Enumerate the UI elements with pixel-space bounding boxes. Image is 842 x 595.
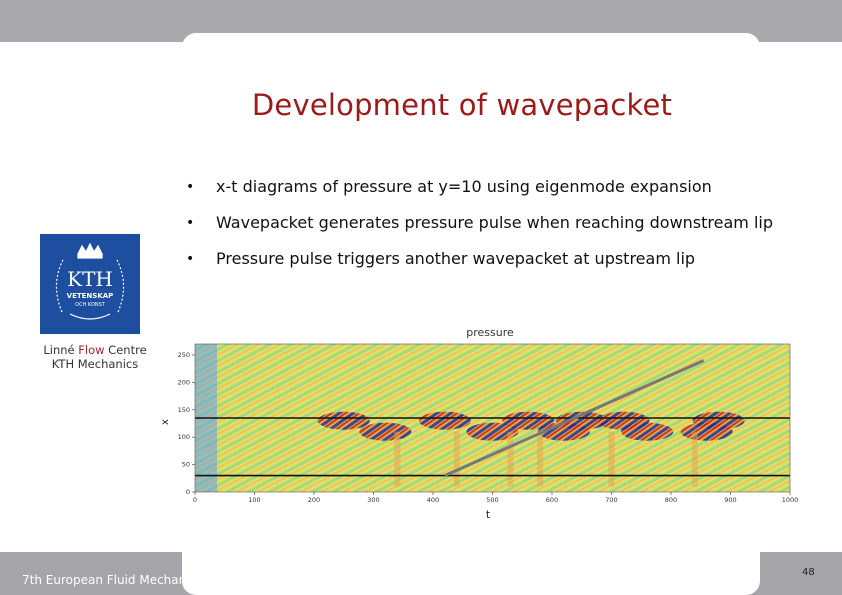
y-tick-label: 250: [178, 351, 190, 359]
x-tick-label: 800: [665, 496, 677, 504]
bullet-item: • Pressure pulse triggers another wavepac…: [186, 249, 696, 268]
bullet-dot-icon: •: [186, 179, 195, 195]
pressure-streak: [453, 431, 460, 487]
pressure-streak: [394, 431, 401, 487]
kth-crest-icon: KTH VETENSKAP OCH KONST: [40, 234, 140, 334]
content-panel: [182, 33, 760, 595]
footer-text: 7th European Fluid Mechanics Conference,…: [22, 573, 508, 587]
bullet-list: • x-t diagrams of pressure at y=10 using …: [186, 178, 816, 286]
y-tick-label: 0: [186, 488, 190, 496]
pressure-streak: [608, 431, 615, 487]
bullet-item: • Wavepacket generates pressure pulse whe…: [186, 213, 773, 232]
logo-subtext: OCH KONST: [75, 302, 106, 308]
logo-text: KTH: [67, 267, 113, 291]
x-tick-label: 1000: [782, 496, 799, 504]
pressure-plot: 0 100 200 300 400 500 600 700 800 900 1000 0 50 100 15…: [160, 322, 800, 522]
y-axis-label: x: [160, 419, 171, 425]
x-tick-label: 500: [486, 496, 498, 504]
bullet-dot-icon: •: [186, 251, 195, 267]
x-tick-label: 300: [367, 496, 379, 504]
wavepacket-blob: [317, 411, 370, 430]
x-tick-label: 200: [308, 496, 320, 504]
y-tick-label: 100: [178, 433, 190, 441]
x-tick-label: 900: [724, 496, 736, 504]
pulse-trajectory-line: [444, 359, 705, 477]
x-tick-label: 600: [546, 496, 558, 504]
wavepacket-blob: [502, 411, 555, 430]
slide-title: Development of wavepacket: [251, 88, 673, 122]
page-number: 48: [802, 567, 815, 578]
pressure-streak: [537, 431, 544, 487]
wavepacket-blob: [418, 411, 471, 430]
wavepacket-blob: [359, 422, 412, 441]
y-tick-label: 150: [178, 406, 190, 414]
pressure-streak: [691, 431, 698, 487]
bullet-dot-icon: •: [186, 215, 195, 231]
x-tick-label: 400: [427, 496, 439, 504]
flow-word: Flow: [78, 343, 105, 357]
x-tick-label: 0: [193, 496, 197, 504]
y-tick-label: 50: [182, 461, 190, 469]
wavepacket-blob: [680, 422, 733, 441]
wavepacket-blob: [466, 422, 519, 441]
pressure-streak: [507, 431, 514, 487]
x-axis-label: t: [486, 508, 491, 521]
y-tick-label: 200: [178, 378, 190, 386]
pressure-heatmap-chart: 0 100 200 300 400 500 600 700 800 900 1000 0 50 100 15…: [160, 326, 799, 521]
kth-logo: KTH VETENSKAP OCH KONST: [40, 234, 140, 334]
wavepacket-blob: [621, 422, 674, 441]
x-tick-label: 100: [248, 496, 260, 504]
affiliation: Linné Flow Centre KTH Mechanics: [43, 343, 147, 371]
bullet-item: • x-t diagrams of pressure at y=10 using …: [186, 177, 712, 196]
logo-subtext: VETENSKAP: [67, 292, 114, 300]
chart-title: pressure: [466, 326, 514, 339]
x-tick-label: 700: [605, 496, 617, 504]
